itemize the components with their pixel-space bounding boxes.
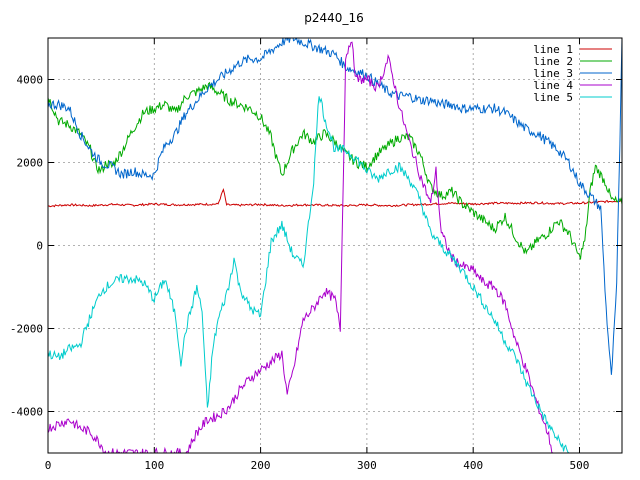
- y-tick-label: 2000: [17, 157, 44, 170]
- x-tick-label: 100: [144, 459, 164, 472]
- y-tick-label: -4000: [10, 406, 43, 419]
- legend-label-5: line 5: [533, 91, 573, 104]
- x-tick-label: 200: [251, 459, 271, 472]
- x-tick-label: 300: [357, 459, 377, 472]
- series-line-1: [48, 190, 622, 207]
- axis-ticks: 0 100 200 300 400 500 -4000 -2000 0 2000 4000: [10, 38, 622, 472]
- x-tick-label: 400: [463, 459, 483, 472]
- chart-title: p2440_16: [304, 11, 363, 25]
- x-tick-label: 0: [45, 459, 52, 472]
- y-tick-label: -2000: [10, 323, 43, 336]
- x-tick-label: 500: [570, 459, 590, 472]
- y-tick-label: 0: [36, 240, 43, 253]
- y-tick-label: 4000: [17, 74, 44, 87]
- series-line-5: [48, 96, 569, 453]
